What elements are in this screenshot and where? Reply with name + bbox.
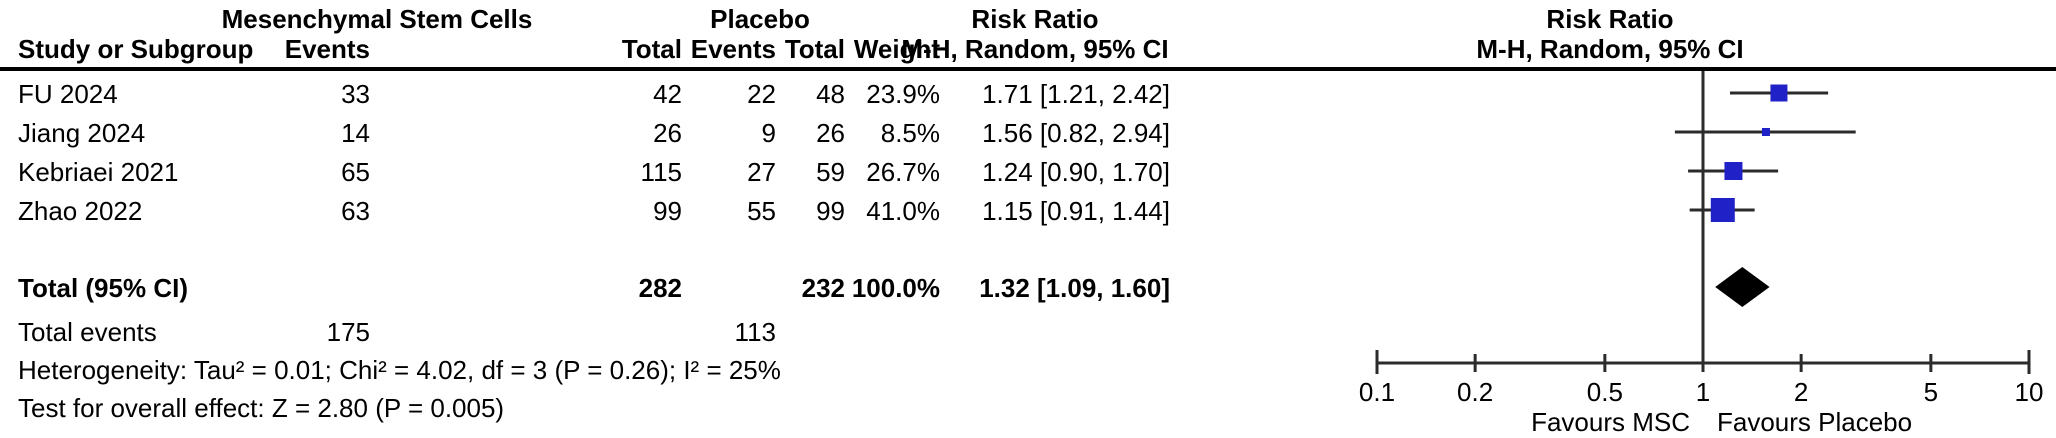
table-row: Kebriaei 2021 65 115 27 59 26.7% 1.24 [0…: [0, 157, 2056, 187]
effect-square: [1761, 128, 1770, 136]
placebo-events-cell: 55: [747, 196, 776, 226]
header-group-row: Mesenchymal Stem Cells Placebo Risk Rati…: [0, 4, 2056, 34]
effect-square: [1770, 84, 1788, 102]
total-row: Total (95% CI) 282 232 100.0% 1.32 [1.09…: [0, 273, 2056, 303]
placebo-events-cell: 22: [747, 79, 776, 109]
col-header-ci-left: M-H, Random, 95% CI: [901, 34, 1169, 64]
axis-tick-label: 0.5: [1587, 377, 1623, 407]
ci-text-cell: 1.71 [1.21, 2.42]: [982, 79, 1170, 109]
msc-events-cell: 65: [341, 157, 370, 187]
axis-tick-label: 2: [1794, 377, 1808, 407]
risk-ratio-header-right: Risk Ratio: [1546, 4, 1674, 34]
ci-text-cell: 1.15 [0.91, 1.44]: [982, 196, 1170, 226]
axis-tick-label: 10: [2015, 377, 2044, 407]
msc-total-cell: 99: [653, 196, 682, 226]
total-label: Total (95% CI): [18, 273, 188, 303]
study-label: Jiang 2024: [18, 118, 146, 148]
placebo-total-cell: 99: [816, 196, 845, 226]
msc-total-cell: 42: [653, 79, 682, 109]
axis-tick-label: 0.2: [1457, 377, 1493, 407]
col-header-msc-events: Events: [284, 34, 370, 64]
msc-total-cell: 26: [653, 118, 682, 148]
weight-cell: 23.9%: [866, 79, 940, 109]
total-weight: 100.0%: [851, 273, 940, 303]
placebo-total-cell: 59: [816, 157, 845, 187]
total-events-label: Total events: [18, 317, 157, 347]
placebo-total-cell: 48: [816, 79, 845, 109]
favours-left-label: Favours MSC: [1531, 407, 1690, 437]
weight-cell: 8.5%: [880, 118, 940, 148]
weight-cell: 26.7%: [866, 157, 940, 187]
col-header-weight: Weight: [853, 34, 940, 64]
table-row: Jiang 2024 14 26 9 26 8.5% 1.56 [0.82, 2…: [0, 118, 2056, 148]
group-header-placebo: Placebo: [710, 4, 810, 34]
table-row: FU 2024 33 42 22 48 23.9% 1.71 [1.21, 2.…: [0, 79, 2056, 109]
col-header-study: Study or Subgroup: [18, 34, 254, 64]
total-events-row: Total events 175 113: [0, 317, 2056, 347]
summary-diamond: [1715, 267, 1770, 307]
study-label: Kebriaei 2021: [18, 157, 179, 187]
placebo-events-cell: 9: [761, 118, 776, 148]
total-msc-total: 282: [638, 273, 682, 303]
effect-square: [1710, 198, 1735, 222]
msc-events-cell: 33: [341, 79, 370, 109]
col-header-msc-total: Total: [621, 34, 682, 64]
group-header-msc: Mesenchymal Stem Cells: [221, 4, 533, 34]
col-header-ci-right: M-H, Random, 95% CI: [1476, 34, 1744, 64]
msc-total-cell: 115: [640, 157, 682, 187]
study-label: Zhao 2022: [18, 196, 143, 226]
table-row: Zhao 2022 63 99 55 99 41.0% 1.15 [0.91, …: [0, 196, 2056, 226]
favours-right-label: Favours Placebo: [1717, 407, 1913, 437]
col-header-placebo-events: Events: [690, 34, 776, 64]
total-events-msc: 175: [326, 317, 370, 347]
effect-square: [1724, 162, 1743, 180]
placebo-events-cell: 27: [747, 157, 776, 187]
msc-events-cell: 14: [341, 118, 370, 148]
total-events-placebo: 113: [734, 317, 776, 347]
total-ci-text: 1.32 [1.09, 1.60]: [979, 273, 1170, 303]
overall-effect-text: Test for overall effect: Z = 2.80 (P = 0…: [18, 393, 505, 423]
ci-text-cell: 1.24 [0.90, 1.70]: [982, 157, 1170, 187]
study-label: FU 2024: [18, 79, 118, 109]
axis-tick-label: 0.1: [1359, 377, 1395, 407]
placebo-total-cell: 26: [816, 118, 845, 148]
col-header-placebo-total: Total: [784, 34, 845, 64]
header-column-row: Study or Subgroup Events Total Events To…: [0, 34, 2056, 64]
axis-tick-label: 5: [1924, 377, 1938, 407]
risk-ratio-header-left: Risk Ratio: [971, 4, 1099, 34]
total-placebo-total: 232: [801, 273, 845, 303]
ci-text-cell: 1.56 [0.82, 2.94]: [982, 118, 1170, 148]
msc-events-cell: 63: [341, 196, 370, 226]
header-divider: [0, 67, 2056, 71]
axis-tick-label: 1: [1696, 377, 1710, 407]
weight-cell: 41.0%: [866, 196, 940, 226]
